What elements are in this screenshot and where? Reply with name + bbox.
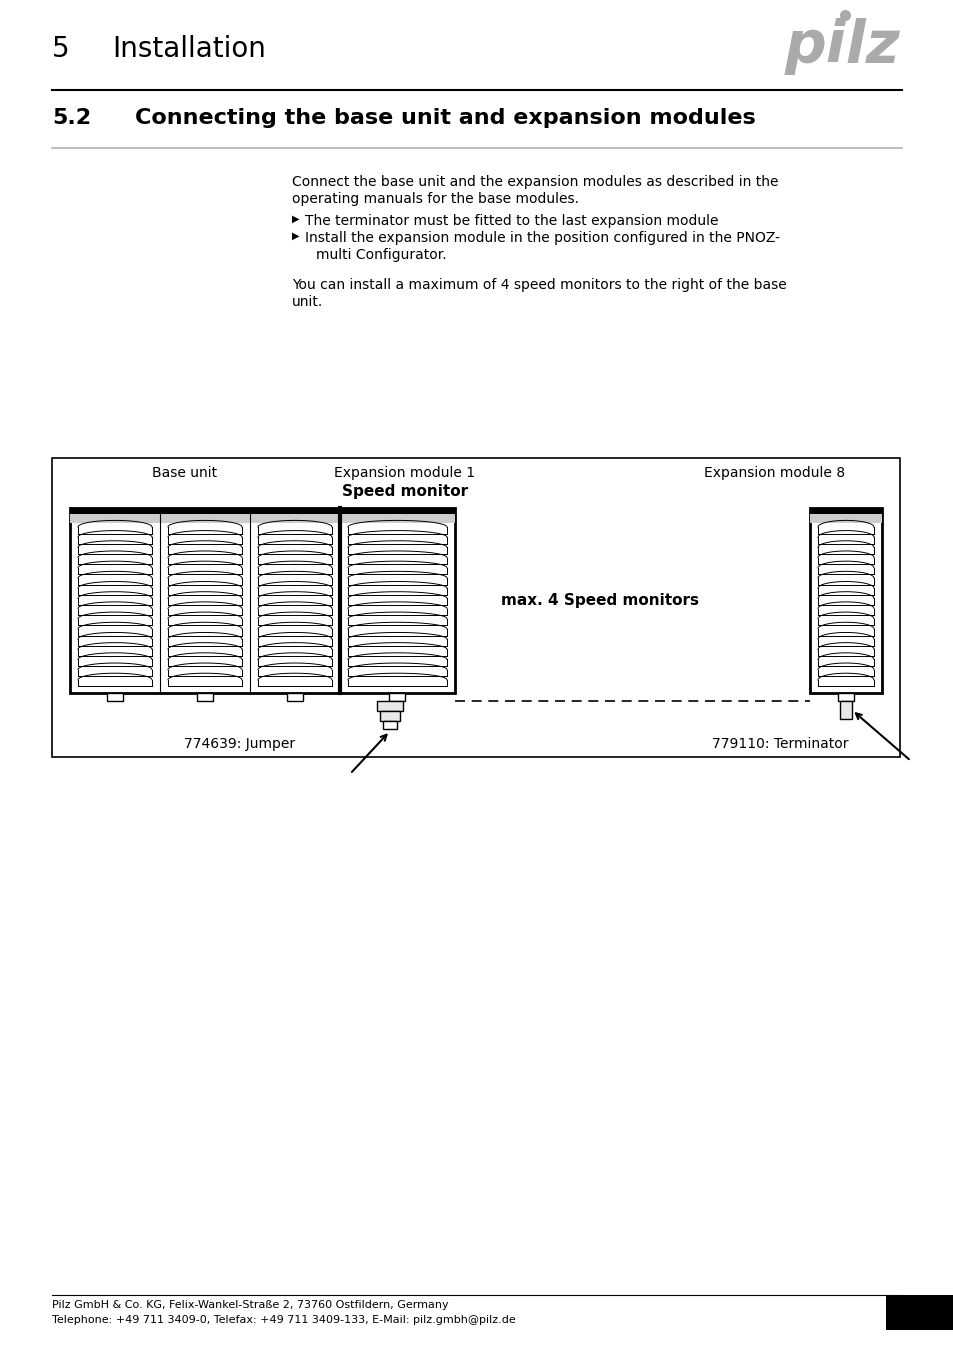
Text: Telephone: +49 711 3409-0, Telefax: +49 711 3409-133, E-Mail: pilz.gmbh@pilz.de: Telephone: +49 711 3409-0, Telefax: +49 … bbox=[52, 1315, 516, 1324]
Text: 5.2: 5.2 bbox=[52, 108, 91, 128]
Text: Base unit: Base unit bbox=[152, 466, 217, 481]
Text: multi Configurator.: multi Configurator. bbox=[315, 248, 446, 262]
Bar bbox=[339, 508, 455, 514]
Text: 5: 5 bbox=[52, 35, 70, 63]
Bar bbox=[339, 514, 455, 522]
Text: pilz: pilz bbox=[783, 18, 899, 76]
Bar bbox=[107, 693, 123, 701]
Bar bbox=[339, 508, 455, 693]
Text: ▶: ▶ bbox=[292, 215, 299, 224]
Text: max. 4 Speed monitors: max. 4 Speed monitors bbox=[500, 593, 699, 608]
Text: Expansion module 8: Expansion module 8 bbox=[703, 466, 844, 481]
Bar bbox=[840, 701, 851, 720]
Text: 5-3: 5-3 bbox=[905, 1304, 933, 1319]
Bar bbox=[196, 693, 213, 701]
Text: Pilz GmbH & Co. KG, Felix-Wankel-Straße 2, 73760 Ostfildern, Germany: Pilz GmbH & Co. KG, Felix-Wankel-Straße … bbox=[52, 1300, 448, 1310]
Text: Expansion module 1: Expansion module 1 bbox=[335, 466, 475, 481]
Text: Speed monitor: Speed monitor bbox=[341, 485, 468, 500]
Bar bbox=[885, 1295, 953, 1330]
Bar bbox=[287, 693, 303, 701]
Bar bbox=[70, 514, 339, 522]
Bar bbox=[809, 514, 882, 522]
Bar bbox=[837, 693, 853, 701]
Bar bbox=[52, 458, 899, 757]
Text: Installation: Installation bbox=[112, 35, 266, 63]
Text: The terminator must be fitted to the last expansion module: The terminator must be fitted to the las… bbox=[305, 215, 718, 228]
Bar bbox=[809, 508, 882, 514]
Bar bbox=[376, 701, 402, 711]
Text: operating manuals for the base modules.: operating manuals for the base modules. bbox=[292, 192, 578, 207]
Text: unit.: unit. bbox=[292, 296, 323, 309]
Text: Install the expansion module in the position configured in the PNOZ-: Install the expansion module in the posi… bbox=[305, 231, 780, 244]
Text: You can install a maximum of 4 speed monitors to the right of the base: You can install a maximum of 4 speed mon… bbox=[292, 278, 786, 292]
Bar bbox=[379, 711, 399, 721]
Text: ▶: ▶ bbox=[292, 231, 299, 242]
Text: Connect the base unit and the expansion modules as described in the: Connect the base unit and the expansion … bbox=[292, 176, 778, 189]
Bar bbox=[809, 508, 882, 693]
Bar bbox=[70, 508, 339, 693]
Text: Connecting the base unit and expansion modules: Connecting the base unit and expansion m… bbox=[135, 108, 755, 128]
Bar bbox=[382, 721, 396, 729]
Text: 774639: Jumper: 774639: Jumper bbox=[184, 737, 295, 751]
Bar bbox=[389, 693, 405, 701]
Text: 779110: Terminator: 779110: Terminator bbox=[711, 737, 847, 751]
Bar bbox=[70, 508, 339, 514]
